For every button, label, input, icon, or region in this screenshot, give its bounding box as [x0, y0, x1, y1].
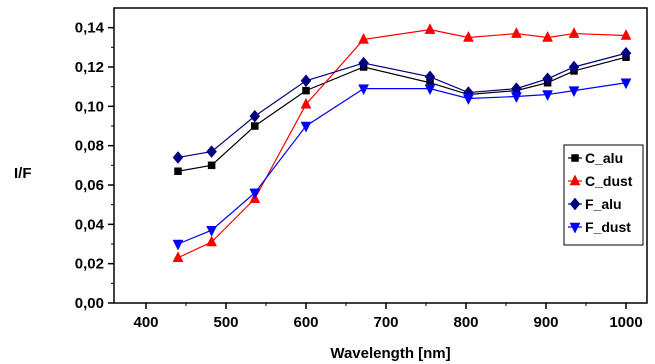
legend-marker — [569, 174, 581, 186]
data-point — [249, 109, 261, 123]
data-point — [206, 225, 218, 237]
legend-item: F_dust — [568, 219, 631, 235]
data-point — [542, 90, 554, 102]
x-tick-label: 400 — [133, 314, 158, 331]
data-point — [251, 122, 259, 130]
data-point — [568, 27, 580, 38]
series-line — [177, 52, 627, 159]
series-c-dust — [172, 23, 632, 263]
data-point — [620, 28, 632, 40]
data-point — [174, 167, 182, 175]
y-tick-label: 0,14 — [75, 20, 105, 37]
series-layer — [172, 23, 632, 263]
data-point — [462, 30, 474, 42]
data-point — [358, 56, 369, 70]
ticks-layer: 400 500 600 700 800 900 1000 0,00 0,02 0,04 0,06 0,… — [75, 20, 643, 331]
data-point — [358, 32, 370, 44]
data-point — [542, 30, 554, 42]
data-point — [620, 78, 632, 90]
data-point — [302, 86, 310, 95]
legend-marker — [569, 197, 581, 211]
x-axis-label: Wavelength [nm] — [330, 345, 450, 362]
series-f-alu — [172, 46, 632, 164]
legend-marker — [569, 222, 581, 234]
data-point — [510, 27, 522, 38]
data-point — [510, 92, 522, 104]
data-point — [300, 121, 312, 133]
series-line — [177, 29, 627, 259]
legend-label: F_dust — [585, 219, 631, 235]
y-tick-label: 0,10 — [75, 98, 104, 115]
y-tick-label: 0,06 — [75, 177, 104, 194]
legend: C_alu C_dust F_alu F_dust — [563, 144, 644, 246]
y-tick-label: 0,08 — [75, 138, 104, 155]
x-tick-label: 600 — [293, 314, 318, 331]
plot-area-frame — [113, 7, 648, 304]
legend-marker — [571, 154, 579, 162]
data-point — [249, 188, 261, 200]
data-point — [206, 145, 217, 158]
data-point — [568, 60, 580, 74]
x-tick-label: 700 — [373, 314, 398, 331]
data-point — [172, 251, 184, 263]
legend-item: F_alu — [568, 196, 622, 212]
legend-label: C_alu — [585, 150, 623, 166]
y-tick-label: 0,12 — [75, 59, 104, 76]
data-point — [206, 235, 218, 247]
data-point — [358, 84, 370, 96]
data-point — [300, 97, 312, 109]
y-tick-label: 0,00 — [75, 295, 104, 312]
series-line — [177, 82, 627, 245]
legend-item: C_dust — [568, 173, 633, 189]
data-point — [424, 70, 436, 84]
legend-label: C_dust — [585, 173, 633, 189]
data-point — [568, 86, 580, 98]
data-point — [424, 23, 436, 34]
y-tick-label: 0,02 — [75, 256, 104, 273]
x-tick-label: 900 — [533, 314, 558, 331]
data-point — [424, 84, 436, 96]
legend-item: C_alu — [568, 150, 623, 166]
legend-label: F_alu — [585, 196, 622, 212]
x-tick-label: 800 — [453, 314, 478, 331]
data-point — [462, 94, 474, 106]
data-point — [300, 74, 312, 88]
series-f-dust — [172, 78, 632, 251]
y-axis-label: I/F — [14, 165, 32, 182]
data-point — [620, 46, 632, 60]
data-point — [172, 151, 184, 164]
y-tick-label: 0,04 — [75, 216, 105, 233]
x-tick-label: 500 — [213, 314, 238, 331]
data-point — [207, 161, 216, 170]
series-c-alu — [174, 53, 630, 175]
data-point — [542, 72, 553, 86]
x-tick-label: 1000 — [609, 314, 642, 331]
data-point — [172, 239, 184, 251]
